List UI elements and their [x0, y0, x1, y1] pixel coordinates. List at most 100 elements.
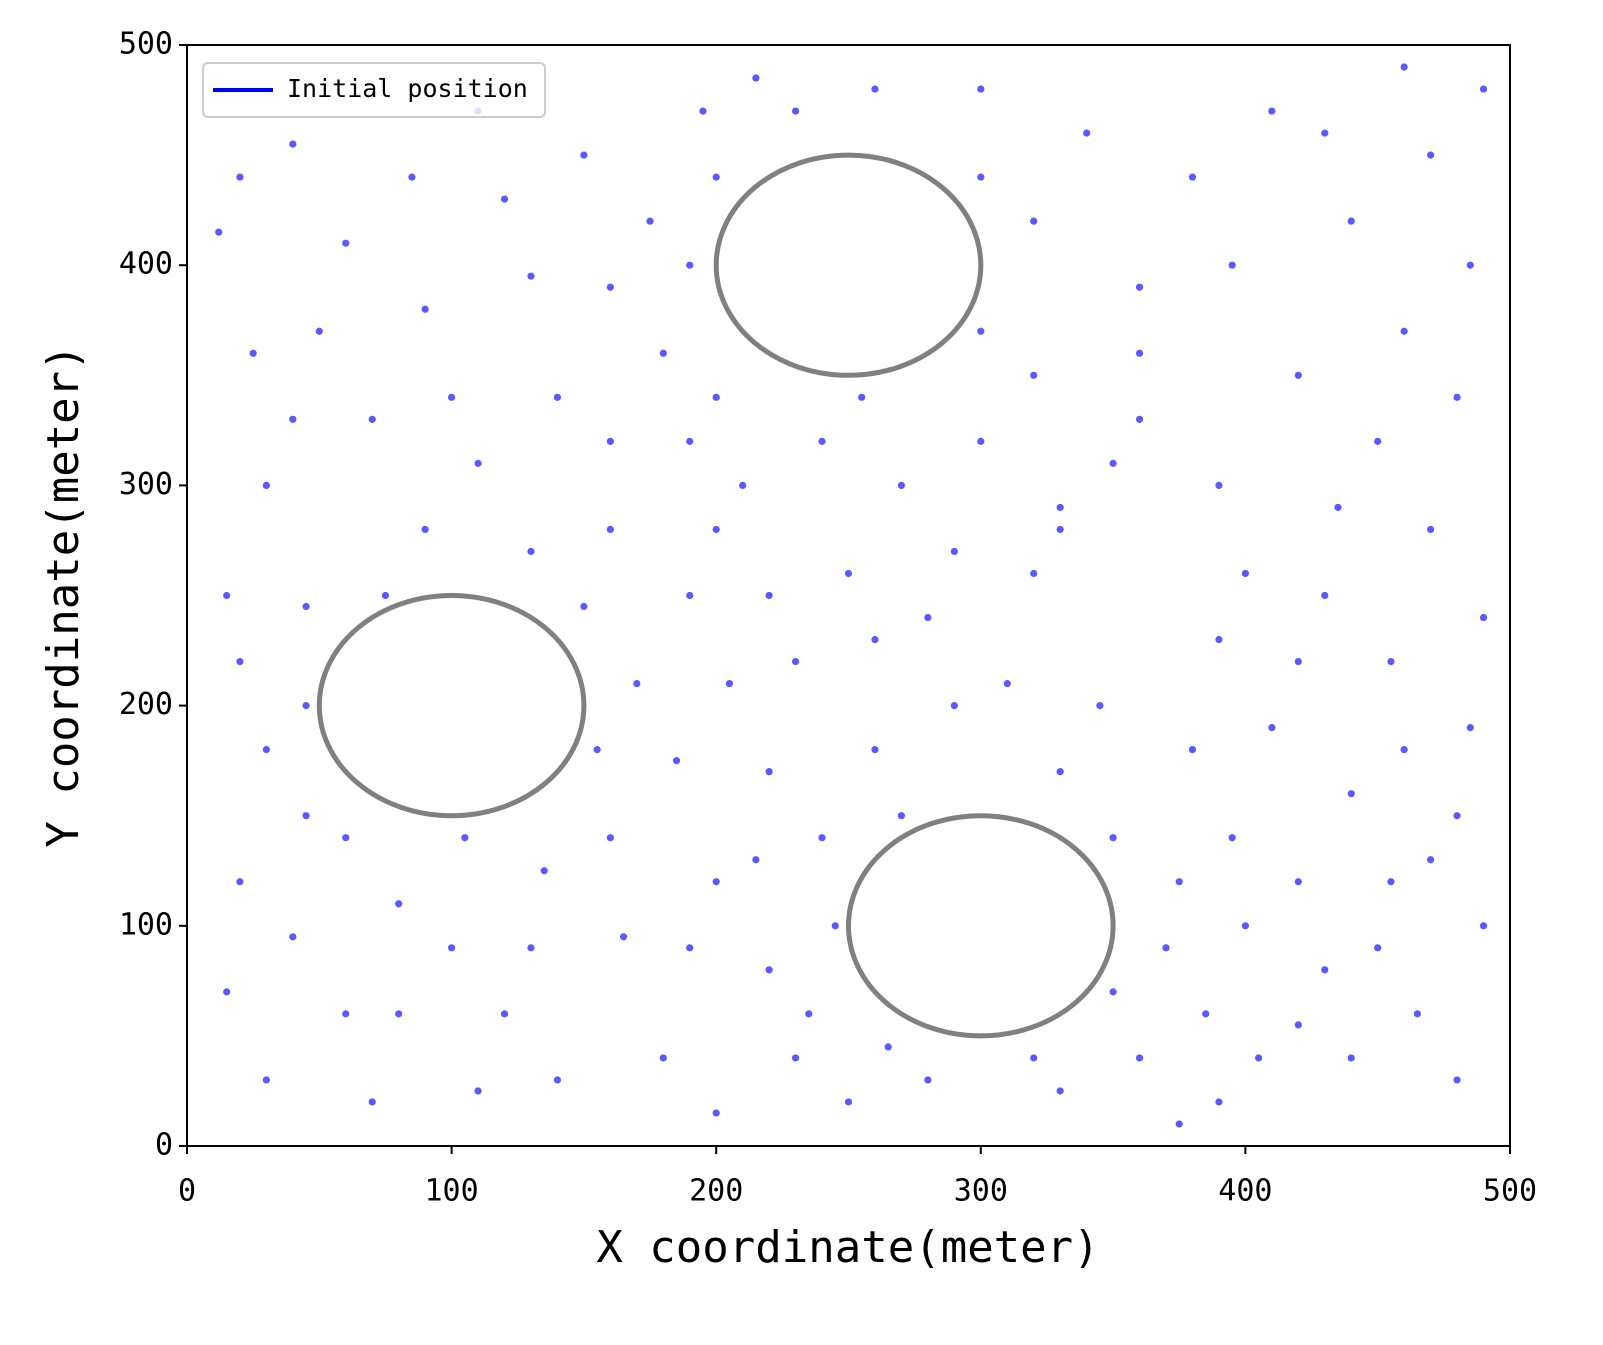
point [1466, 261, 1474, 269]
point [1479, 613, 1488, 622]
point [1030, 217, 1038, 225]
point [1479, 85, 1488, 93]
point [1109, 834, 1117, 842]
point [1453, 393, 1461, 401]
point [302, 812, 310, 820]
x-tick-label: 300 [954, 1174, 1008, 1209]
point [1056, 525, 1064, 534]
point [448, 944, 456, 952]
x-tick-label: 0 [178, 1174, 196, 1209]
point [791, 107, 800, 115]
point [1135, 415, 1144, 423]
point [712, 393, 720, 401]
point [1188, 173, 1197, 181]
obstacle [713, 152, 984, 378]
point [1387, 657, 1395, 666]
point [1334, 503, 1342, 512]
point [1188, 746, 1197, 754]
point [924, 613, 932, 622]
point [289, 140, 297, 148]
point [1294, 1021, 1302, 1029]
point [215, 228, 223, 236]
point [1228, 834, 1236, 842]
point [1321, 591, 1329, 600]
point [1003, 679, 1011, 688]
point [659, 349, 667, 357]
point [1374, 944, 1382, 952]
point [593, 746, 601, 754]
point [1096, 702, 1104, 710]
point [619, 933, 628, 941]
point [342, 1010, 350, 1018]
x-tick-label: 500 [1483, 1174, 1537, 1209]
point [858, 393, 866, 401]
point [527, 272, 535, 280]
point [381, 591, 390, 600]
point [302, 602, 310, 611]
y-tick-label: 400 [119, 247, 173, 282]
point [368, 415, 376, 423]
point [289, 415, 297, 423]
point [1162, 944, 1170, 952]
point [897, 481, 906, 489]
point [805, 1010, 813, 1018]
plot-frame [186, 44, 1511, 1147]
point [1109, 988, 1117, 996]
point [236, 173, 244, 181]
point [461, 834, 469, 842]
point [712, 1109, 720, 1117]
point [421, 305, 429, 313]
point [633, 679, 641, 688]
point [1321, 966, 1329, 974]
point [1427, 525, 1435, 534]
point [223, 591, 231, 600]
point [1228, 261, 1236, 269]
point [1294, 657, 1302, 666]
point [977, 327, 985, 335]
point [223, 988, 231, 996]
point [580, 151, 588, 159]
point [699, 107, 707, 115]
point [1056, 1087, 1064, 1095]
point [1466, 724, 1474, 732]
point [686, 591, 694, 600]
point [1453, 812, 1461, 820]
point [712, 173, 720, 181]
point [474, 1087, 482, 1095]
point [500, 195, 509, 203]
y-tick-label: 200 [119, 687, 173, 722]
point [977, 173, 985, 181]
point [1030, 371, 1038, 379]
y-tick-label: 500 [119, 27, 173, 62]
point [752, 74, 760, 82]
x-axis-label: X coordinate(meter) [596, 1222, 1099, 1273]
point [765, 768, 773, 776]
point [712, 525, 720, 534]
point [686, 261, 694, 269]
point [553, 393, 562, 401]
point [1268, 724, 1276, 732]
point [1255, 1054, 1263, 1062]
point [686, 944, 694, 952]
point [1268, 107, 1276, 115]
point [1215, 1098, 1223, 1106]
point [315, 327, 323, 335]
point [1400, 63, 1408, 71]
point [1453, 1076, 1461, 1084]
point [395, 1010, 403, 1018]
point [1215, 635, 1223, 644]
point [342, 239, 350, 247]
point [302, 702, 310, 710]
point [1427, 151, 1435, 159]
point [1294, 371, 1302, 379]
point [646, 217, 654, 225]
point [342, 834, 350, 842]
point [262, 746, 270, 754]
point [249, 349, 257, 357]
legend-box [202, 62, 546, 118]
obstacle [316, 593, 587, 819]
point [765, 966, 773, 974]
y-tick-label: 300 [119, 467, 173, 502]
y-axis-label: Y coordinate(meter) [38, 344, 89, 847]
